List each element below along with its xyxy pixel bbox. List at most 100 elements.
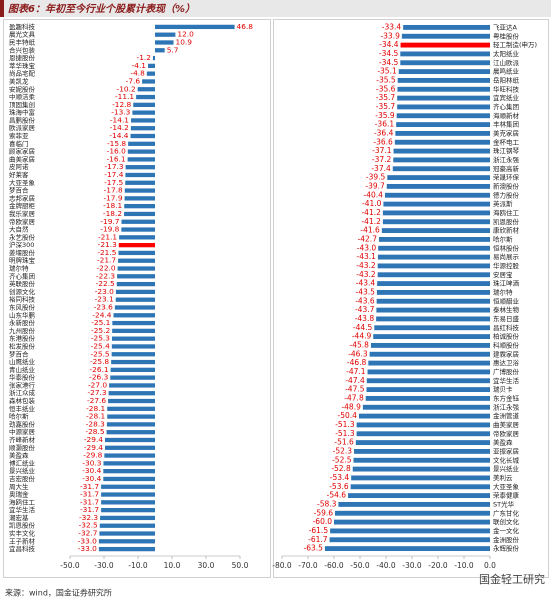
- category-label: 浙江众成: [9, 388, 36, 397]
- category-label: 昌鹏股份: [9, 115, 36, 124]
- category-label: 梦百合: [9, 186, 29, 195]
- category-label: 张家港行: [9, 380, 36, 389]
- bar: [397, 86, 490, 92]
- value-label: -23.6: [94, 302, 113, 311]
- value-label: -28.1: [86, 404, 105, 413]
- x-tick-label: -10.0: [128, 561, 148, 570]
- category-label: 金一文化: [493, 526, 520, 535]
- category-label: 荣晟环保: [493, 173, 520, 182]
- category-label: 宜昌科技: [9, 544, 36, 553]
- bar: [378, 236, 490, 242]
- category-label: 我乐家居: [9, 209, 36, 218]
- bar: [130, 126, 155, 131]
- value-label: -32.5: [79, 521, 98, 530]
- bar: [397, 77, 490, 83]
- bar: [392, 166, 490, 172]
- category-label: 轻工制造(申万): [493, 40, 537, 49]
- category-label: 浙江永强: [493, 155, 520, 164]
- value-label: -14.1: [110, 115, 129, 124]
- title-bar: [0, 0, 551, 17]
- bar: [397, 104, 490, 110]
- category-label: 海鸥住工: [493, 208, 520, 217]
- bar: [104, 453, 155, 458]
- value-label: -14.2: [110, 123, 129, 132]
- value-label: -25.2: [91, 326, 110, 335]
- title-marker: [0, 0, 4, 17]
- category-label: 裕同科技: [9, 295, 36, 304]
- category-label: 冠豪高新: [493, 164, 520, 173]
- value-label: -43.6: [355, 296, 375, 305]
- bar: [378, 245, 490, 251]
- bar: [101, 484, 155, 489]
- bar: [377, 281, 490, 287]
- category-label: 金洲管道: [493, 411, 520, 420]
- bar: [111, 359, 155, 365]
- value-label: -43.5: [355, 287, 375, 296]
- value-label: -47.1: [346, 367, 366, 376]
- value-label: -30.4: [82, 466, 101, 475]
- category-label: 岳阳林纸: [493, 75, 520, 84]
- bar: [377, 254, 490, 260]
- bar: [376, 307, 490, 313]
- bar: [382, 210, 490, 216]
- bar: [112, 328, 155, 334]
- bar: [356, 422, 490, 428]
- category-label: 明牌珠宝: [9, 256, 36, 265]
- value-label: -31.7: [80, 497, 99, 506]
- bar: [155, 24, 235, 30]
- bar: [352, 466, 490, 472]
- category-label: 广博股份: [493, 367, 520, 376]
- category-label: 珠江啤酒: [493, 279, 520, 288]
- category-label: 曲美家居: [9, 154, 36, 163]
- category-label: 博汇纸业: [9, 458, 36, 467]
- value-label: -22.0: [96, 264, 115, 273]
- category-label: 华源控股: [493, 261, 520, 270]
- bar: [109, 383, 155, 388]
- category-label: 索菲亚: [9, 131, 29, 140]
- bar: [105, 437, 155, 443]
- x-tick-label: -30.0: [94, 561, 114, 570]
- x-tick-label: 50.0: [232, 561, 249, 570]
- bar: [366, 378, 490, 384]
- x-tick-label: -40.0: [376, 561, 396, 570]
- category-label: 永新股份: [9, 318, 36, 327]
- category-label: 飞亚达A: [493, 22, 518, 31]
- category-label: 恒林股份: [493, 243, 520, 252]
- value-label: -61.7: [308, 535, 328, 544]
- category-label: 建霖家居: [493, 349, 520, 358]
- source-note: 来源：wind，国金证券研究所: [5, 588, 112, 598]
- category-label: 凯恩股份: [493, 217, 520, 226]
- bar: [111, 344, 155, 349]
- value-label: -21.7: [97, 256, 116, 265]
- bar: [373, 334, 490, 340]
- value-label: -39.7: [365, 181, 385, 190]
- category-label: 哈尔斯: [9, 412, 29, 421]
- value-label: -51.3: [335, 429, 355, 438]
- category-label: 金杯电工: [493, 137, 520, 146]
- bar: [403, 24, 490, 30]
- value-label: 46.8: [237, 22, 254, 31]
- value-label: -24.4: [92, 310, 111, 319]
- category-label: 景兴纸业: [493, 464, 520, 473]
- value-label: -21.1: [98, 232, 117, 241]
- value-label: -7.6: [126, 76, 141, 85]
- value-label: -39.5: [366, 173, 386, 182]
- value-label: 5.7: [167, 45, 179, 54]
- value-label: -60.0: [313, 517, 333, 526]
- bar: [398, 69, 490, 75]
- bar: [110, 375, 155, 380]
- value-label: -32.3: [79, 513, 98, 522]
- category-label: 美凯龙: [9, 76, 29, 85]
- bar: [348, 493, 490, 499]
- value-label: -52.8: [331, 464, 351, 473]
- value-label: -36.6: [373, 137, 393, 146]
- value-label: -1.2: [137, 53, 151, 62]
- value-label: -31.7: [80, 505, 99, 514]
- category-label: 大亚圣象: [9, 178, 36, 187]
- category-label: 齐心集团: [9, 271, 35, 280]
- category-label: 昌红科技: [493, 323, 520, 332]
- value-label: -50.4: [338, 411, 358, 420]
- value-label: -23.0: [95, 287, 114, 296]
- bar: [400, 51, 490, 57]
